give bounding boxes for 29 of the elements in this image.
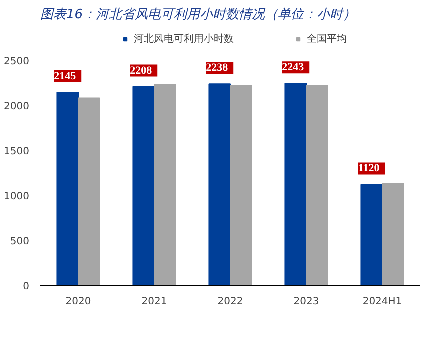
bar	[360, 184, 383, 286]
data-label: 2243	[282, 62, 305, 74]
chart-title: 图表16：河北省风电可利用小时数情况（单位：小时）	[40, 8, 356, 22]
bar	[154, 84, 176, 286]
legend-label: 河北风电可利用小时数	[134, 32, 234, 46]
y-tick-label: 2500	[4, 56, 30, 68]
x-tick-label: 2022	[218, 296, 244, 308]
data-label: 2145	[54, 70, 77, 82]
y-tick-label: 500	[10, 236, 30, 248]
bar	[230, 85, 252, 286]
legend-label: 全国平均	[307, 32, 347, 46]
y-tick-label: 2000	[4, 102, 30, 112]
data-label: 1120	[358, 162, 380, 175]
x-tick-label: 2024H1	[362, 296, 402, 308]
x-tick-label: 2020	[66, 296, 92, 308]
bar	[382, 183, 404, 286]
y-tick-label: 0	[23, 282, 30, 292]
bar	[306, 85, 328, 286]
bar	[284, 83, 307, 286]
bar	[78, 98, 100, 286]
data-label: 2238	[206, 62, 229, 74]
bar	[208, 84, 231, 286]
bar	[56, 92, 79, 286]
x-tick-label: 2023	[294, 296, 320, 308]
data-label: 2208	[130, 64, 153, 77]
y-tick-label: 1500	[4, 146, 30, 158]
x-tick-label: 2021	[142, 296, 168, 308]
bar	[132, 86, 155, 286]
y-tick-label: 1000	[4, 192, 30, 202]
